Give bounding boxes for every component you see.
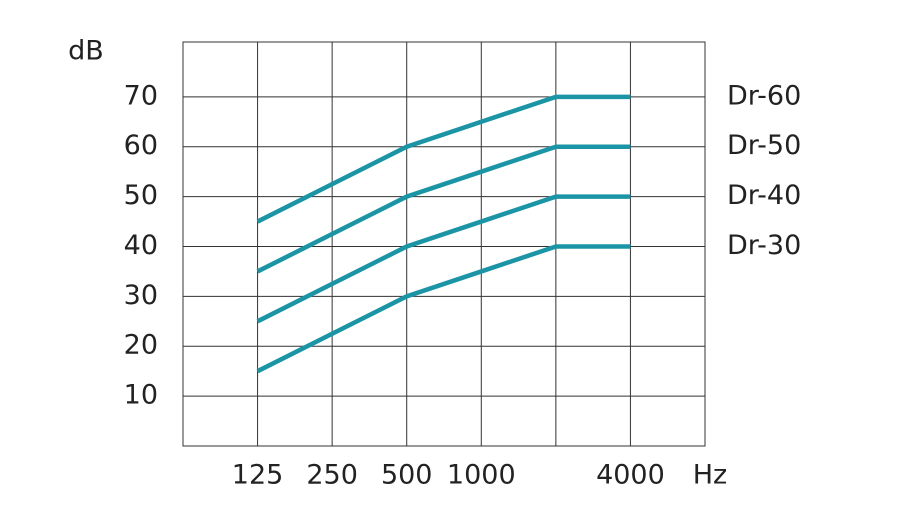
series-label: Dr-30: [727, 230, 801, 261]
y-tick-label: 70: [124, 80, 158, 111]
plot-frame: [182, 41, 706, 447]
series-label: Dr-60: [727, 80, 801, 111]
x-tick-label: 125: [232, 460, 284, 491]
series-label: Dr-40: [727, 180, 801, 211]
x-tick-label: 500: [381, 460, 433, 491]
series-line: [256, 144, 631, 274]
y-axis-label: dB: [68, 36, 104, 67]
x-axis-label: Hz: [693, 460, 727, 491]
x-tick-label: 250: [306, 460, 358, 491]
y-tick-label: 20: [124, 330, 158, 361]
x-tick-label: 1000: [447, 460, 516, 491]
series-line: [256, 94, 631, 224]
series-line: [256, 244, 631, 374]
y-tick-label: 50: [124, 180, 158, 211]
series-label: Dr-50: [727, 130, 801, 161]
y-tick-label: 40: [124, 230, 158, 261]
y-tick-label: 10: [124, 380, 158, 411]
y-tick-label: 60: [124, 130, 158, 161]
y-tick-label: 30: [124, 280, 158, 311]
x-tick-label: 4000: [596, 460, 665, 491]
series-line: [256, 194, 631, 324]
